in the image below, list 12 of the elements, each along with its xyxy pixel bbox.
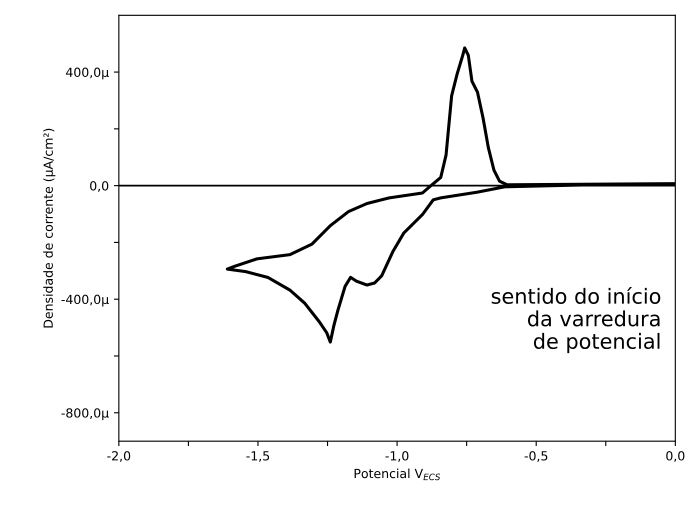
y-axis-title: Densidade de corrente (µA/cm²) — [43, 128, 56, 328]
y-tick-label: -400,0µ — [61, 294, 109, 307]
x-tick-label: -1,5 — [246, 451, 270, 462]
x-tick-label: -2,0 — [107, 451, 130, 462]
y-tick-label: -800,0µ — [61, 408, 109, 420]
x-axis-title: Potencial V$_{ECS}$ — [354, 468, 440, 480]
x-tick-label: -1,0 — [386, 451, 408, 462]
x-tick-label: -0,5 — [524, 451, 548, 462]
y-tick-label: 0,0 — [90, 181, 108, 192]
x-tick-label: 0,0 — [666, 451, 684, 462]
annotation: sentido do início da varredura de potencial — [492, 287, 660, 354]
y-tick-label: 400,0µ — [66, 68, 109, 80]
